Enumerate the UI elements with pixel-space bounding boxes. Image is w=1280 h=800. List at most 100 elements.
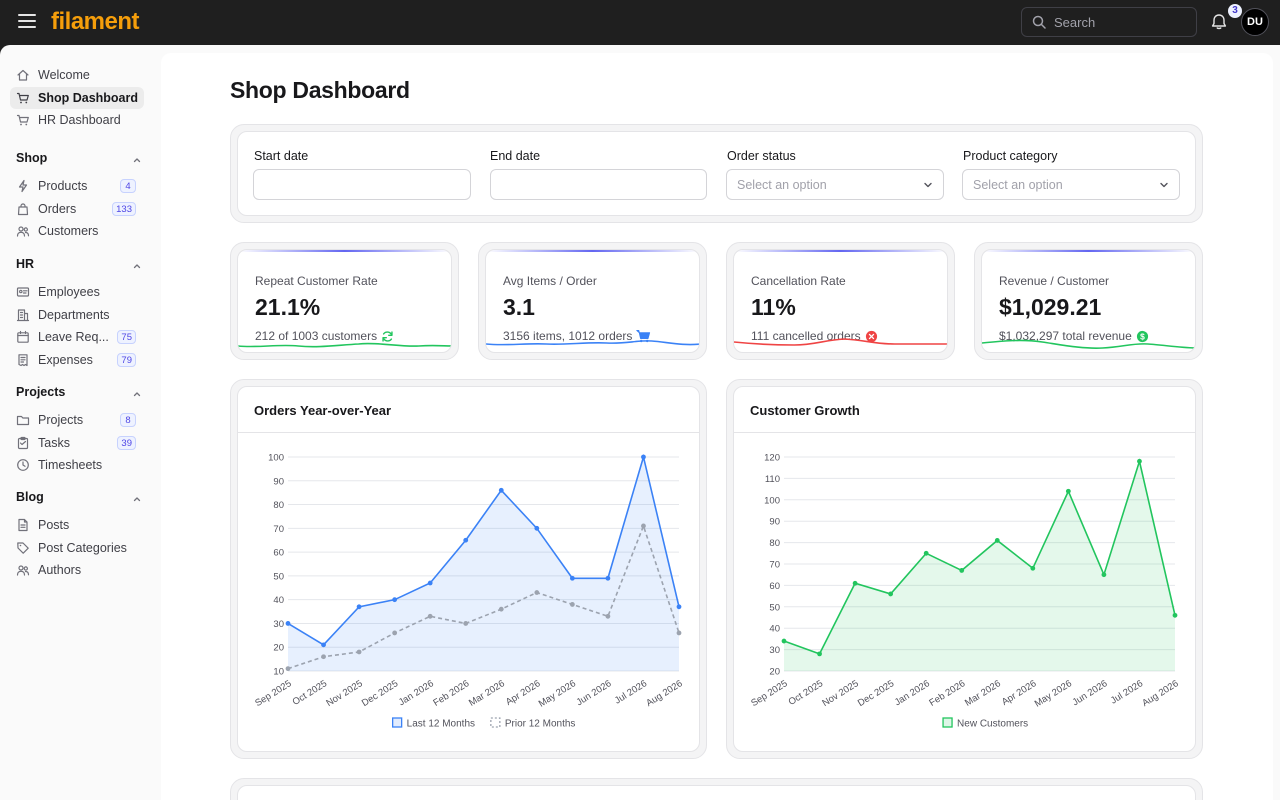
data-point [923, 550, 929, 556]
customer-growth-chart-card: Customer Growth 20 30 40 50 60 70 80 90 100 110 12… [726, 379, 1203, 759]
end-date-label: End date [490, 149, 541, 163]
global-search[interactable] [1021, 7, 1197, 37]
avatar[interactable]: DU [1241, 8, 1269, 36]
sidebar-item-employees[interactable]: Employees [10, 281, 144, 303]
data-point [676, 630, 682, 636]
count-badge: 39 [117, 435, 136, 450]
sidebar-item-expenses[interactable]: Expenses 79 [10, 349, 144, 371]
stat-value: 21.1% [255, 294, 321, 320]
sidebar-item-departments[interactable]: Departments [10, 304, 144, 326]
data-point [498, 606, 504, 612]
x-tick-label: Dec 2025 [856, 678, 896, 709]
receipt-icon [16, 353, 30, 367]
sidebar-item-label: Projects [38, 413, 84, 427]
data-point [1065, 488, 1071, 494]
series-line [287, 453, 680, 646]
sidebar-item-projects[interactable]: Projects 8 [10, 409, 144, 431]
legend-item[interactable]: Last 12 Months [391, 717, 475, 730]
sidebar-item-label: Shop Dashboard [38, 90, 139, 105]
sidebar-item-leave-req[interactable]: Leave Req... 75 [10, 326, 144, 348]
x-tick-label: Aug 2026 [1140, 678, 1180, 709]
sidebar-group-shop[interactable]: Shop [16, 151, 144, 169]
data-point [534, 590, 540, 595]
data-point [356, 604, 362, 610]
stat-description: 212 of 1003 customers [255, 329, 394, 346]
x-tick-label: Mar 2026 [963, 678, 1003, 709]
home-icon [16, 68, 30, 82]
start-date-field[interactable] [253, 169, 471, 200]
sidebar-item-tasks[interactable]: Tasks 39 [10, 432, 144, 454]
bag-icon [16, 202, 30, 216]
sidebar-item-customers[interactable]: Customers [10, 220, 144, 242]
stat-sparkline [486, 340, 699, 346]
legend-item[interactable]: Prior 12 Months [490, 717, 576, 730]
sidebar-group-hr[interactable]: HR [16, 257, 144, 275]
order-status-select[interactable]: Select an option [726, 169, 944, 200]
stat-card: Repeat Customer Rate 21.1% 212 of 1003 c… [230, 242, 459, 360]
data-point [1172, 612, 1178, 618]
sidebar-item-label: Welcome [38, 68, 90, 82]
menu-icon[interactable] [18, 14, 36, 30]
y-tick-label: 50 [769, 602, 780, 613]
stat-card-panel: Cancellation Rate 11% 111 cancelled orde… [733, 249, 948, 353]
building-icon [16, 308, 30, 322]
x-circle-icon [865, 330, 878, 346]
sidebar-item-label: Products [38, 179, 88, 193]
x-tick-label: Oct 2025 [787, 678, 826, 708]
stat-card-panel: Avg Items / Order 3.1 3156 items, 1012 o… [485, 249, 700, 353]
y-tick-label: 120 [764, 453, 780, 464]
y-tick-label: 20 [769, 667, 780, 678]
legend-label: New Customers [957, 719, 1028, 730]
sidebar-item-orders[interactable]: Orders 133 [10, 198, 144, 220]
data-point [994, 538, 1000, 543]
sidebar-item-posts[interactable]: Posts [10, 514, 144, 536]
x-tick-label: Nov 2025 [820, 678, 860, 709]
sidebar-item-label: Orders [38, 201, 77, 216]
app-logo[interactable]: filament [51, 8, 140, 35]
sidebar-group-blog[interactable]: Blog [16, 490, 144, 508]
sidebar-group-projects[interactable]: Projects [16, 385, 144, 403]
sidebar-group-title: Projects [16, 385, 66, 399]
data-point [463, 621, 469, 626]
search-input[interactable] [1054, 13, 1189, 31]
x-tick-label: Sep 2025 [253, 678, 293, 709]
sidebar-item-authors[interactable]: Authors [10, 559, 144, 581]
y-tick-label: 60 [273, 548, 284, 559]
y-tick-label: 20 [273, 643, 284, 654]
sidebar-item-hr-dashboard[interactable]: HR Dashboard [10, 109, 144, 131]
sidebar-item-products[interactable]: Products 4 [10, 175, 144, 197]
sidebar-item-timesheets[interactable]: Timesheets [10, 454, 144, 476]
y-tick-label: 50 [273, 571, 284, 582]
legend-item[interactable]: New Customers [942, 717, 1028, 730]
y-tick-label: 80 [769, 538, 780, 549]
users-icon [16, 224, 30, 238]
orders-chart-panel: Orders Year-over-Year 10 20 30 40 50 60 70 80 90… [237, 386, 700, 752]
product-category-select[interactable]: Select an option [962, 169, 1180, 200]
stat-label: Revenue / Customer [999, 274, 1110, 288]
x-tick-label: Sep 2025 [749, 678, 789, 709]
data-point [641, 523, 646, 529]
end-date-field[interactable] [490, 169, 707, 200]
sidebar-item-label: Post Categories [38, 540, 127, 555]
y-tick-label: 90 [769, 517, 780, 528]
stat-label: Avg Items / Order [503, 274, 597, 288]
order-status-placeholder: Select an option [737, 178, 827, 192]
data-point [569, 602, 575, 607]
sidebar-item-label: Authors [38, 563, 82, 577]
stat-label: Repeat Customer Rate [255, 274, 378, 288]
stat-sparkline [238, 342, 451, 348]
data-point [1137, 458, 1142, 464]
bell-icon[interactable] [1209, 12, 1229, 32]
sidebar-item-shop-dashboard[interactable]: Shop Dashboard [10, 86, 144, 109]
stat-description: $1,032,297 total revenue $ [999, 329, 1149, 346]
notification-badge: 3 [1228, 4, 1242, 18]
stat-description-text: $1,032,297 total revenue [999, 329, 1132, 343]
top-bar: filament 3 DU [0, 0, 1280, 45]
y-tick-label: 30 [273, 619, 284, 630]
chevron-up-icon [132, 493, 142, 507]
sidebar-item-post-categories[interactable]: Post Categories [10, 537, 144, 559]
sidebar-item-welcome[interactable]: Welcome [10, 64, 144, 86]
tag-icon [16, 541, 30, 555]
x-tick-label: Oct 2025 [291, 678, 330, 708]
